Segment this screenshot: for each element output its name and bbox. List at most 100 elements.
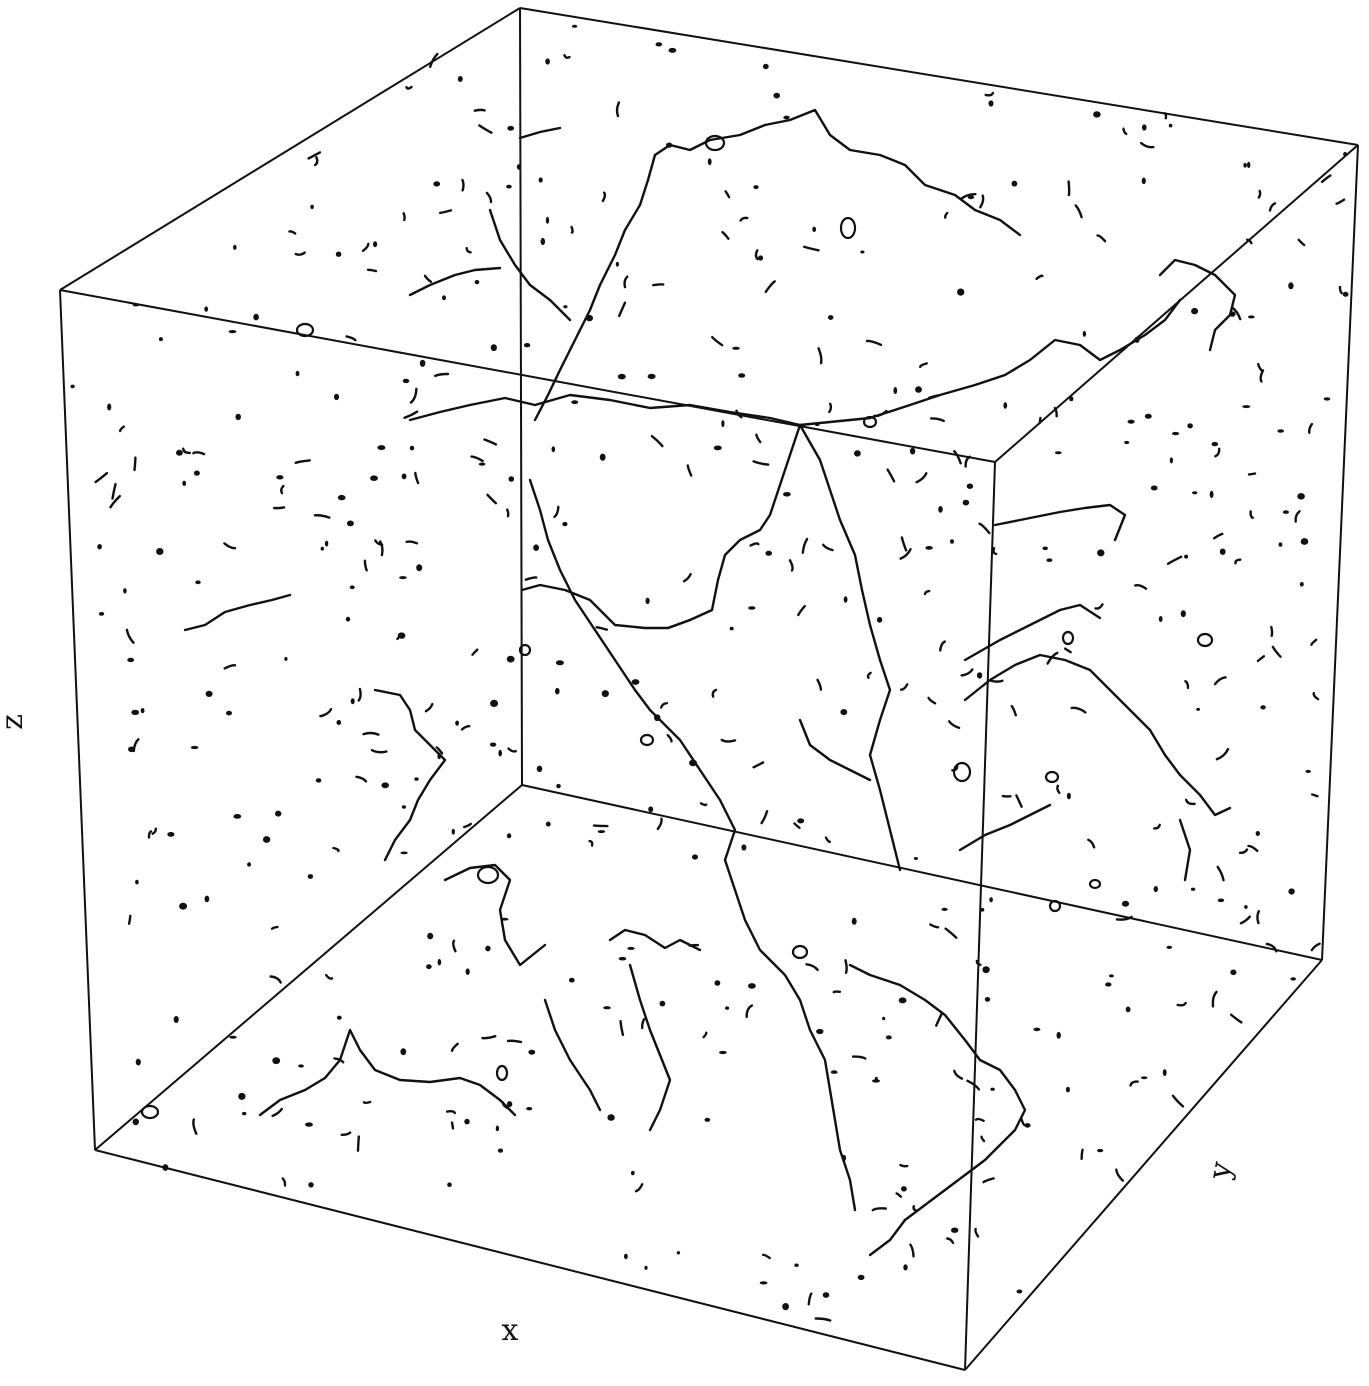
string-fragment: [1297, 493, 1305, 500]
string-fragment: [843, 596, 848, 603]
string-fragment: [644, 1265, 648, 1270]
string-fragment: [1166, 555, 1183, 565]
string-fragment: [506, 833, 512, 839]
string-fragment: [762, 63, 769, 70]
string-fragment: [816, 1028, 824, 1035]
string-segment: [488, 208, 572, 322]
string-fragment: [400, 1048, 407, 1056]
string-fragment: [873, 409, 888, 418]
string-fragment: [1310, 638, 1318, 646]
string-fragment: [656, 817, 663, 831]
string-fragment: [841, 1154, 847, 1162]
string-fragment: [1115, 915, 1133, 921]
string-fragment: [982, 966, 990, 974]
string-fragment: [193, 470, 200, 476]
string-fragment: [374, 539, 384, 546]
string-fragment: [989, 679, 1004, 683]
string-fragment: [966, 1079, 981, 1091]
string-fragment: [957, 288, 965, 296]
string-loop: [476, 865, 500, 885]
string-fragment: [381, 782, 390, 789]
string-segment: [528, 478, 857, 1212]
string-fragment: [1185, 798, 1196, 806]
string-fragment: [1249, 510, 1254, 520]
string-fragment: [125, 628, 135, 644]
string-fragment: [402, 212, 406, 222]
string-fragment: [967, 195, 975, 200]
string-fragment: [437, 753, 442, 760]
string-fragment: [1288, 888, 1295, 895]
string-fragment: [1191, 307, 1199, 315]
string-fragment: [465, 968, 470, 975]
string-fragment: [238, 1092, 246, 1100]
string-fragment: [350, 698, 355, 705]
string-fragment: [948, 720, 961, 730]
string-fragment: [711, 688, 718, 698]
string-fragment: [1230, 1013, 1243, 1024]
string-fragment: [1229, 311, 1236, 317]
string-fragment: [676, 1251, 681, 1255]
string-fragment: [1163, 112, 1168, 120]
string-fragment: [982, 1177, 995, 1184]
string-fragment: [223, 663, 237, 670]
string-fragment: [497, 1148, 504, 1153]
string-fragment: [1035, 274, 1044, 280]
string-fragment: [405, 540, 419, 545]
string-fragment: [711, 335, 724, 347]
string-fragment: [1278, 542, 1283, 547]
string-fragment: [223, 542, 237, 550]
string-fragment: [1127, 419, 1135, 424]
string-fragment: [634, 1183, 644, 1193]
string-fragment: [167, 832, 175, 837]
string-fragment: [349, 585, 355, 590]
string-fragment: [337, 494, 346, 501]
string-fragment: [233, 814, 242, 819]
string-fragment: [822, 543, 834, 552]
string-fragment: [507, 747, 517, 753]
string-fragment: [308, 1182, 314, 1188]
string-fragment: [1247, 161, 1251, 168]
string-fragment: [851, 1055, 867, 1060]
string-fragment: [1108, 974, 1114, 978]
string-fragment: [470, 455, 484, 463]
string-fragment: [1171, 1094, 1185, 1108]
string-fragment: [990, 1087, 995, 1091]
string-fragment: [356, 1135, 360, 1152]
string-fragment: [1144, 413, 1152, 419]
string-fragment: [871, 1207, 887, 1212]
string-fragment: [951, 764, 959, 772]
string-fragment: [490, 344, 497, 352]
string-fragment: [935, 1012, 943, 1027]
string-fragment: [401, 805, 406, 809]
string-fragment: [1214, 447, 1221, 458]
string-fragment: [944, 927, 958, 939]
string-fragment: [618, 956, 627, 961]
string-network: [183, 108, 1237, 1257]
string-fragment: [133, 456, 137, 472]
string-loop: [295, 322, 315, 338]
string-fragment: [1196, 707, 1200, 711]
string-fragment: [1024, 1123, 1031, 1128]
string-fragment: [452, 939, 457, 953]
string-fragment: [1150, 485, 1158, 491]
string-fragment: [597, 830, 606, 834]
string-fragment: [761, 1253, 771, 1260]
string-fragment: [817, 347, 823, 365]
string-fragment: [1074, 204, 1083, 219]
string-fragment: [555, 660, 564, 666]
string-fragment: [363, 559, 368, 572]
string-fragment: [173, 1016, 179, 1023]
string-fragment: [135, 1058, 141, 1066]
string-fragment: [1288, 282, 1294, 290]
string-fragment: [989, 897, 993, 903]
string-fragment: [805, 963, 819, 972]
string-fragment: [1230, 969, 1237, 976]
string-fragment: [508, 476, 515, 482]
string-fragment: [1268, 202, 1277, 212]
string-fragment: [951, 1227, 959, 1233]
string-fragment: [498, 749, 503, 757]
string-fragment: [719, 1050, 727, 1055]
string-loop: [1088, 878, 1102, 890]
string-fragment: [123, 588, 127, 594]
string-fragment: [1215, 747, 1230, 761]
